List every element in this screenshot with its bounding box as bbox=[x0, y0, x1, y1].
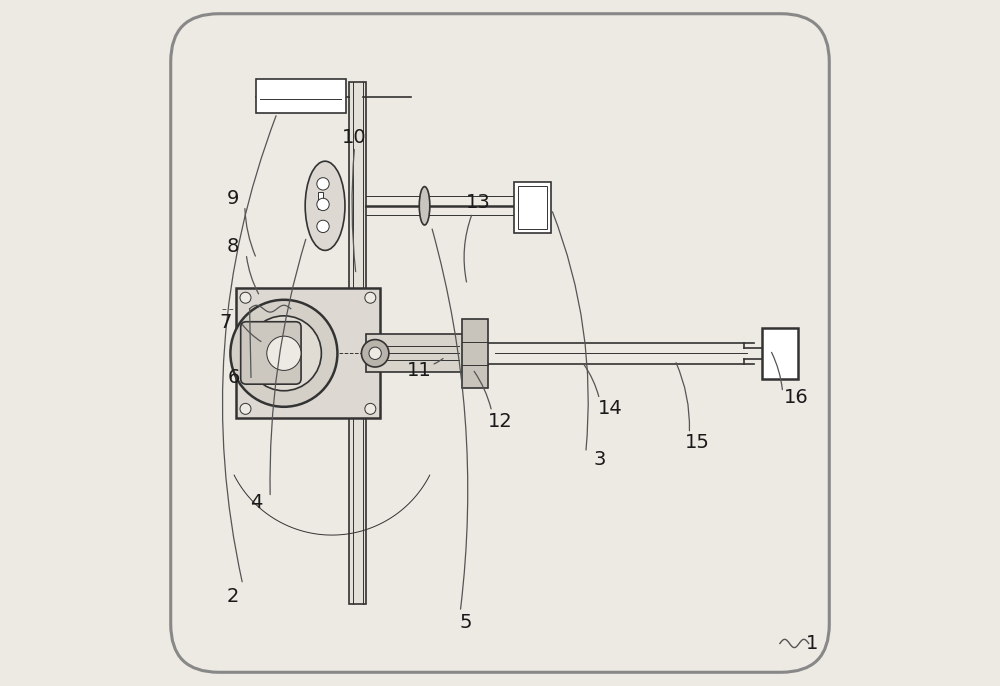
Bar bbox=[518, 186, 547, 229]
Bar bbox=[236, 288, 380, 418]
Ellipse shape bbox=[305, 161, 345, 250]
Text: 13: 13 bbox=[466, 193, 490, 212]
Circle shape bbox=[240, 292, 251, 303]
Text: 1: 1 bbox=[806, 634, 818, 653]
Text: 2: 2 bbox=[226, 587, 239, 606]
Bar bbox=[366, 334, 469, 372]
Text: 12: 12 bbox=[488, 412, 512, 431]
Circle shape bbox=[317, 220, 329, 233]
Text: 11: 11 bbox=[407, 361, 431, 380]
Text: 7: 7 bbox=[219, 313, 232, 332]
Bar bbox=[349, 82, 366, 604]
Bar bbox=[318, 192, 323, 209]
Circle shape bbox=[246, 316, 321, 391]
Circle shape bbox=[365, 403, 376, 414]
Text: 15: 15 bbox=[685, 433, 710, 452]
Text: 9: 9 bbox=[226, 189, 239, 209]
Bar bbox=[462, 319, 488, 388]
Circle shape bbox=[267, 336, 301, 370]
FancyBboxPatch shape bbox=[241, 322, 301, 384]
Circle shape bbox=[361, 340, 389, 367]
Circle shape bbox=[369, 347, 381, 359]
Text: 14: 14 bbox=[597, 399, 622, 418]
Bar bbox=[256, 79, 346, 113]
Text: 16: 16 bbox=[784, 388, 809, 407]
Circle shape bbox=[317, 198, 329, 211]
FancyBboxPatch shape bbox=[171, 14, 829, 672]
Circle shape bbox=[240, 403, 251, 414]
Bar bbox=[514, 182, 551, 233]
Circle shape bbox=[365, 292, 376, 303]
Text: 4: 4 bbox=[250, 493, 263, 512]
Circle shape bbox=[317, 178, 329, 190]
Text: 5: 5 bbox=[459, 613, 472, 632]
Ellipse shape bbox=[419, 187, 430, 225]
Bar bbox=[762, 328, 798, 379]
Text: 8: 8 bbox=[226, 237, 239, 257]
Circle shape bbox=[230, 300, 337, 407]
Text: 10: 10 bbox=[342, 128, 367, 147]
Text: 3: 3 bbox=[593, 450, 606, 469]
Text: 6: 6 bbox=[228, 368, 240, 387]
